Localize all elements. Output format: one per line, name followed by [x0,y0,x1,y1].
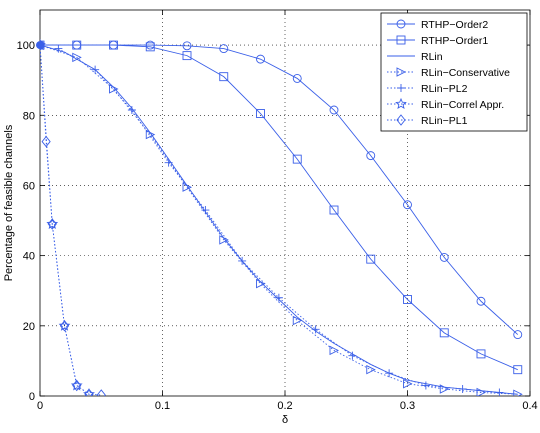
series-4-group [54,44,504,396]
data-point-triangle [292,315,303,326]
data-point-circle [513,330,523,340]
data-point-plus [348,351,357,360]
data-point-circle [439,252,449,262]
y-tick-label: 80 [23,110,35,122]
series-line [40,44,518,371]
data-point-diamond [96,389,106,396]
legend-label: RLin−Conservative [421,67,510,79]
data-point-triangle [145,129,156,140]
data-point-star [46,217,59,230]
data-point-plus [201,206,210,215]
legend-label: RLin−Correl Appr. [421,99,504,111]
data-point-plus [495,388,504,396]
x-tick-label: 0 [37,400,43,412]
data-point-star [83,388,95,396]
y-tick-label: 40 [23,251,35,263]
data-point-circle [219,44,229,54]
data-point-circle [256,54,265,64]
data-point-circle [403,200,412,210]
start-point-filled [36,41,44,50]
data-point-square [182,51,192,61]
data-point-triangle [182,182,193,192]
series-1-group [40,40,523,375]
y-axis-label: Percentage of feasible channels [3,124,15,281]
data-point-triangle [403,378,413,389]
legend-label: RTHP−Order1 [421,35,488,47]
data-point-circle [329,105,339,115]
data-point-square [292,154,302,164]
legend-label: RLin [421,51,443,63]
data-point-plus [385,369,394,378]
data-point-square [396,35,406,45]
y-tick-label: 20 [23,321,35,333]
data-point-plus [397,84,405,92]
data-point-plus [127,106,136,115]
series-line [40,45,102,396]
data-point-diamond [72,379,82,392]
data-point-triangle [439,384,450,394]
data-point-triangle [329,345,340,356]
x-tick-label: 0.1 [155,400,170,412]
data-point-square [109,40,118,50]
data-point-diamond [59,320,70,332]
data-point-plus [54,44,63,53]
data-point-diamond [396,114,406,126]
data-point-star [58,319,71,331]
data-point-circle [476,296,486,306]
data-point-square [219,72,229,82]
data-point-plus [91,65,100,74]
y-tick-label: 100 [17,40,35,52]
series-line [40,44,518,395]
data-point-diamond [47,218,57,230]
data-point-star [395,97,407,109]
data-point-plus [274,293,283,302]
x-axis-label: δ [282,414,288,426]
data-point-triangle [219,235,229,245]
data-point-plus [238,256,247,265]
legend-label: RLin−PL2 [421,83,468,95]
data-point-square [72,40,82,50]
data-point-square [366,254,376,264]
x-tick-label: 0.2 [277,400,292,412]
data-point-square [256,109,265,118]
data-point-square [476,349,486,359]
data-point-square [439,328,449,338]
data-point-square [145,42,155,52]
data-point-circle [292,73,302,83]
data-point-circle [396,19,406,29]
data-point-plus [164,158,173,167]
data-point-triangle [366,364,376,375]
x-tick-label: 0.4 [522,400,537,412]
data-point-plus [458,384,467,393]
series-2-group [40,44,518,395]
data-point-plus [421,381,430,390]
data-point-plus [311,325,320,334]
x-tick-label: 0.3 [400,400,415,412]
data-point-square [329,205,339,215]
legend-label: RTHP−Order2 [421,19,488,31]
data-point-square [513,365,523,375]
data-point-triangle [513,389,523,396]
data-point-triangle [396,67,407,77]
data-point-triangle [256,278,266,289]
data-point-diamond [84,388,94,396]
data-point-star [70,379,83,391]
y-tick-label: 60 [23,180,35,192]
y-tick-label: 0 [29,391,35,403]
data-point-square [403,295,412,304]
data-point-circle [182,41,192,51]
data-point-triangle [109,84,119,94]
legend-label: RLin−PL1 [421,115,468,127]
data-point-circle [366,151,376,161]
series-line [40,44,518,395]
data-point-diamond [41,135,51,148]
legend: RTHP−Order2 RTHP−Order1 RLin RLin−Conservat… [380,12,528,132]
